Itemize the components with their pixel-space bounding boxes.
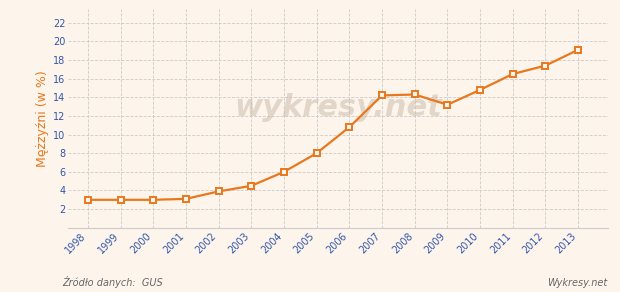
Text: Źródło danych:  GUS: Źródło danych: GUS bbox=[62, 276, 162, 288]
Text: Wykresy.net: Wykresy.net bbox=[547, 278, 608, 288]
Y-axis label: Mężzyźni (w %): Mężzyźni (w %) bbox=[36, 70, 49, 167]
Text: wykresy.net: wykresy.net bbox=[234, 93, 442, 122]
